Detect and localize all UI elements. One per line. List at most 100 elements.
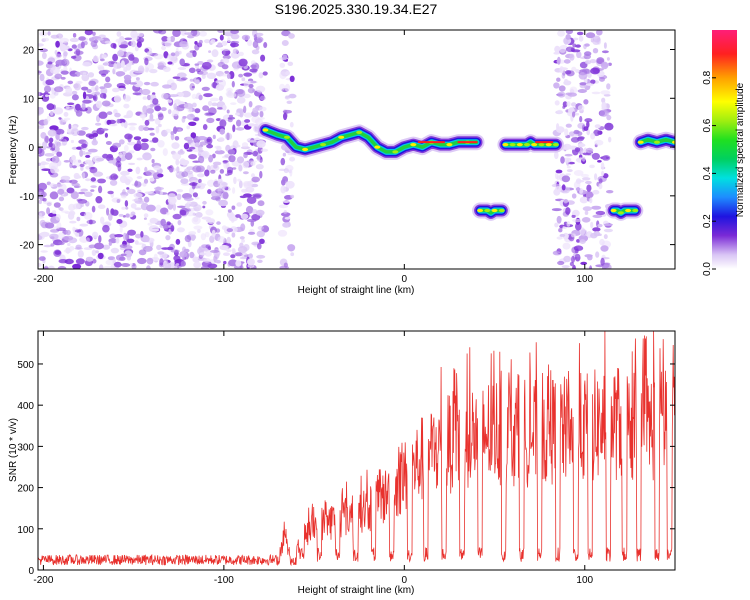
noise-speck: [581, 173, 589, 178]
noise-speck: [600, 257, 605, 266]
noise-speck: [216, 107, 224, 110]
noise-speck: [91, 130, 98, 138]
noise-speck: [225, 173, 230, 177]
noise-speck: [153, 30, 163, 34]
noise-speck: [250, 60, 256, 66]
noise-speck: [190, 30, 198, 37]
noise-speck: [603, 42, 607, 49]
noise-speck: [116, 219, 123, 224]
signal-hotspot: [410, 143, 417, 147]
noise-speck: [166, 221, 171, 226]
noise-speck: [149, 228, 160, 232]
noise-speck: [105, 141, 112, 145]
noise-speck: [277, 229, 288, 237]
noise-speck: [57, 188, 65, 195]
y-tick-label: -10: [20, 192, 35, 203]
noise-speck: [594, 139, 604, 146]
noise-speck: [230, 33, 240, 40]
noise-speck: [119, 44, 128, 49]
noise-speck: [558, 228, 563, 233]
noise-speck: [193, 216, 199, 223]
noise-speck: [263, 42, 268, 48]
snr-frame: [37, 330, 676, 571]
noise-speck: [594, 124, 601, 129]
noise-speck: [72, 33, 77, 38]
noise-speck: [111, 209, 119, 216]
noise-speck: [590, 67, 600, 75]
noise-speck: [45, 94, 49, 98]
noise-speck: [228, 259, 238, 267]
noise-speck: [104, 221, 111, 225]
noise-speck: [69, 220, 77, 224]
noise-speck: [564, 153, 573, 157]
noise-speck: [46, 207, 51, 215]
noise-speck: [137, 189, 142, 194]
noise-speck: [75, 110, 83, 117]
noise-speck: [50, 67, 60, 74]
noise-speck: [55, 133, 61, 140]
noise-speck: [241, 188, 248, 193]
noise-speck: [231, 205, 236, 210]
noise-speck: [591, 205, 602, 210]
noise-speck: [587, 254, 593, 261]
noise-speck: [38, 162, 41, 166]
noise-speck: [204, 250, 212, 257]
noise-speck: [180, 260, 186, 267]
noise-speck: [173, 126, 178, 134]
colorbar-label: Normalized spectral amplitude: [735, 82, 746, 217]
noise-speck: [63, 160, 70, 163]
noise-speck: [217, 181, 228, 190]
noise-speck: [243, 182, 252, 189]
noise-speck: [583, 68, 591, 75]
noise-speck: [129, 263, 133, 266]
noise-speck: [132, 92, 142, 96]
noise-speck: [38, 70, 42, 74]
noise-speck: [84, 30, 93, 36]
noise-speck: [192, 165, 202, 173]
noise-speck: [252, 107, 259, 114]
noise-speck: [231, 248, 236, 253]
noise-speck: [257, 259, 263, 263]
noise-speck: [90, 189, 95, 192]
noise-speck: [43, 37, 50, 42]
y-tick-label: 0: [28, 566, 34, 577]
noise-speck: [57, 265, 67, 269]
noise-speck: [94, 91, 101, 95]
noise-speck: [50, 165, 57, 174]
noise-speck: [75, 244, 82, 250]
noise-speck: [243, 72, 253, 77]
noise-speck: [290, 252, 295, 257]
noise-speck: [215, 80, 219, 84]
noise-speck: [105, 76, 111, 83]
noise-speck: [194, 41, 198, 45]
signal-hotspot: [632, 208, 639, 213]
noise-speck: [155, 126, 160, 134]
noise-speck: [121, 206, 126, 210]
noise-speck: [176, 189, 184, 193]
noise-speck: [222, 50, 226, 56]
noise-speck: [565, 173, 571, 176]
noise-speck: [130, 211, 136, 216]
noise-speck: [142, 152, 152, 161]
noise-speck: [281, 40, 289, 46]
noise-speck: [253, 34, 258, 41]
signal-track: [478, 208, 504, 215]
noise-speck: [113, 62, 117, 71]
noise-speck: [592, 214, 603, 218]
signal-hotspot: [320, 143, 327, 147]
noise-speck: [202, 124, 208, 130]
noise-speck: [240, 223, 246, 232]
noise-speck: [59, 117, 64, 125]
noise-speck: [89, 166, 95, 170]
noise-speck: [207, 100, 213, 106]
noise-speck: [171, 142, 180, 150]
signal-hotspot: [491, 208, 498, 213]
noise-speck: [167, 109, 172, 115]
chart-title: S196.2025.330.19.34.E27: [275, 1, 438, 17]
noise-speck: [135, 233, 142, 239]
noise-speck: [193, 261, 202, 269]
noise-speck: [586, 129, 590, 136]
noise-speck: [560, 156, 565, 164]
noise-speck: [133, 80, 144, 88]
noise-speck: [232, 124, 236, 133]
